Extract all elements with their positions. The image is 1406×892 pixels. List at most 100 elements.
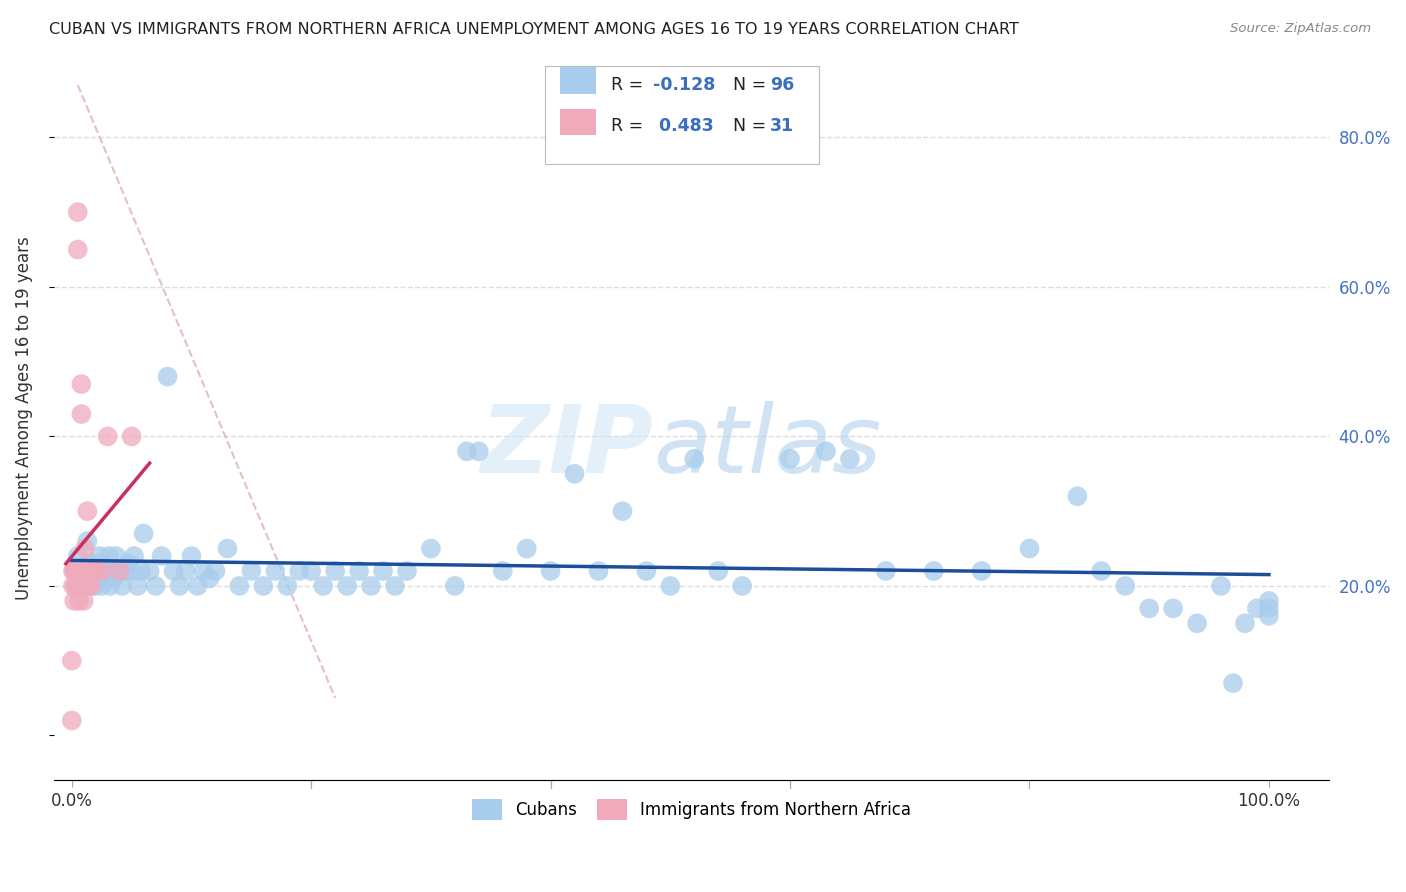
Point [1233, 616, 1256, 631]
Point [384, 579, 406, 593]
Point [69, 571, 91, 585]
Point [456, 444, 478, 458]
Point [97, 549, 120, 563]
Point [80, 571, 103, 585]
Point [66, 549, 89, 563]
Point [75, 564, 97, 578]
Point [683, 451, 706, 466]
Point [1222, 676, 1244, 690]
Text: -0.128: -0.128 [652, 76, 716, 94]
Point [79, 557, 101, 571]
Point [516, 541, 538, 556]
Point [347, 564, 370, 578]
Point [707, 564, 730, 578]
Point [299, 564, 322, 578]
Point [62, 579, 84, 593]
Point [73, 579, 96, 593]
Point [87, 557, 110, 571]
Text: R =: R = [612, 76, 648, 94]
Point [69, 579, 91, 593]
Point [73, 594, 96, 608]
Point [108, 564, 131, 578]
Point [105, 549, 128, 563]
Point [1209, 579, 1232, 593]
Point [70, 407, 93, 421]
Point [65, 564, 87, 578]
Point [65, 579, 87, 593]
Point [198, 571, 221, 585]
Point [323, 564, 346, 578]
Point [65, 579, 87, 593]
Point [94, 571, 117, 585]
Point [73, 564, 96, 578]
Point [80, 579, 103, 593]
FancyBboxPatch shape [560, 67, 596, 94]
Point [492, 564, 515, 578]
Point [395, 564, 418, 578]
Point [252, 579, 274, 593]
Point [97, 564, 120, 578]
Point [89, 564, 111, 578]
Point [90, 579, 112, 593]
Point [162, 564, 184, 578]
Point [63, 564, 86, 578]
Point [468, 444, 491, 458]
Point [117, 557, 139, 571]
Text: ZIP: ZIP [481, 401, 652, 492]
Point [103, 571, 125, 585]
Point [98, 579, 121, 593]
Point [312, 579, 335, 593]
Point [180, 549, 202, 563]
Text: N =: N = [721, 117, 772, 136]
Point [121, 564, 143, 578]
Point [288, 564, 311, 578]
Text: 31: 31 [770, 117, 794, 136]
Point [540, 564, 562, 578]
Point [60, 654, 83, 668]
Point [1090, 564, 1112, 578]
Point [127, 579, 149, 593]
Text: 96: 96 [770, 76, 794, 94]
Point [90, 564, 112, 578]
Point [114, 564, 136, 578]
Point [169, 579, 191, 593]
Point [1137, 601, 1160, 615]
Point [1258, 594, 1281, 608]
Point [1114, 579, 1136, 593]
Point [132, 526, 155, 541]
Point [186, 579, 208, 593]
Point [564, 467, 586, 481]
Point [276, 579, 298, 593]
Text: atlas: atlas [652, 401, 882, 492]
Point [174, 564, 197, 578]
Text: N =: N = [721, 76, 772, 94]
Point [93, 564, 115, 578]
Point [60, 714, 83, 728]
Point [79, 564, 101, 578]
Point [70, 377, 93, 392]
Point [76, 504, 98, 518]
Point [419, 541, 441, 556]
Point [97, 429, 120, 443]
Point [156, 369, 179, 384]
Point [636, 564, 658, 578]
Point [922, 564, 945, 578]
Point [76, 534, 98, 549]
Point [65, 564, 87, 578]
Point [89, 549, 111, 563]
Point [66, 205, 89, 219]
Point [83, 579, 105, 593]
Point [588, 564, 610, 578]
Point [1185, 616, 1208, 631]
Point [612, 504, 634, 518]
Point [264, 564, 287, 578]
Point [444, 579, 467, 593]
Point [336, 579, 359, 593]
Point [111, 579, 134, 593]
Point [875, 564, 897, 578]
Point [101, 564, 124, 578]
Point [75, 564, 97, 578]
Point [838, 451, 860, 466]
Point [1066, 489, 1088, 503]
Point [67, 564, 90, 578]
